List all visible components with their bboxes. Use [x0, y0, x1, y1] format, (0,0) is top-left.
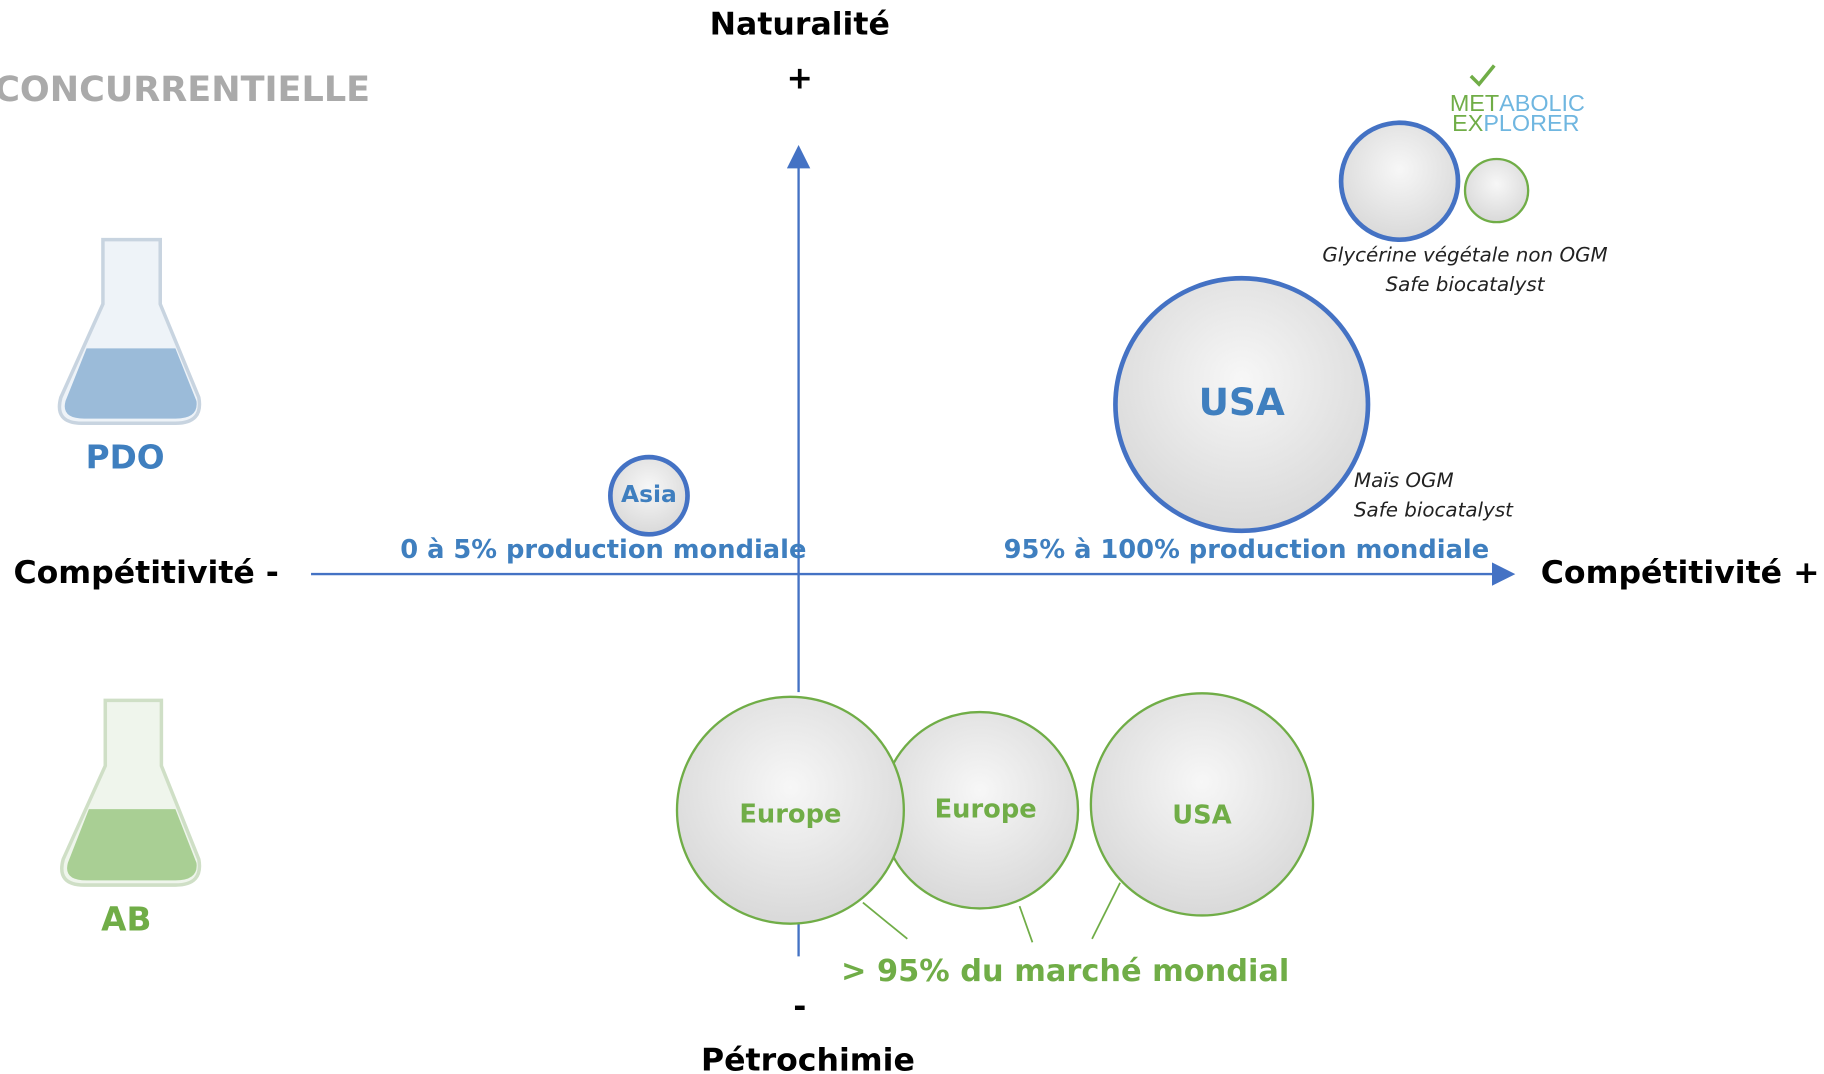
axis-top-sign: +: [787, 61, 813, 97]
note: 0 à 5% production mondiale: [400, 535, 806, 565]
note: Glycérine végétale non OGM: [1322, 244, 1607, 267]
axis-bottom: Pétrochimie: [701, 1043, 915, 1074]
legend-ab: AB: [101, 900, 151, 938]
logo-text: EX: [1452, 110, 1484, 136]
bubble-metabolic: [1338, 120, 1461, 243]
title: CONCURRENTIELLE: [0, 69, 370, 110]
bubble-label: Asia: [621, 480, 677, 508]
note: 95% à 100% production mondiale: [1004, 535, 1490, 565]
legend-pdo: PDO: [86, 438, 165, 476]
logo-text: ABOLIC: [1499, 90, 1585, 116]
axis-left: Compétitivité -: [13, 555, 278, 591]
bubble-metabolic-small: [1463, 157, 1530, 224]
bubble-label: Europe: [935, 795, 1037, 825]
axis-right: Compétitivité +: [1541, 555, 1820, 591]
logo-text: PLORER: [1483, 110, 1579, 136]
svg-text:EXPLORER: EXPLORER: [1452, 110, 1579, 136]
note: > 95% du marché mondial: [841, 954, 1289, 989]
bubble-asia: [608, 454, 690, 537]
bubble-label: USA: [1199, 380, 1285, 424]
note: Safe biocatalyst: [1354, 498, 1514, 521]
flask-ab: [60, 698, 202, 887]
note: Maïs OGM: [1354, 469, 1454, 492]
bubble-label: USA: [1172, 801, 1231, 831]
logo-text: MET: [1450, 90, 1499, 116]
svg-text:METABOLIC: METABOLIC: [1450, 90, 1585, 116]
axis-top: Naturalité: [710, 7, 890, 43]
flask-pdo: [57, 237, 202, 425]
bubble-europe: [675, 695, 905, 925]
logo: METABOLIC EXPLORER: [1450, 64, 1585, 136]
axes: [311, 144, 1516, 957]
bubble-usa: [1089, 692, 1315, 917]
axis-bottom-sign: -: [793, 989, 806, 1025]
bubble-usa: [1113, 275, 1371, 534]
note: Safe biocatalyst: [1386, 273, 1546, 296]
callouts: [862, 882, 1121, 943]
bubble-label: Europe: [739, 799, 841, 829]
